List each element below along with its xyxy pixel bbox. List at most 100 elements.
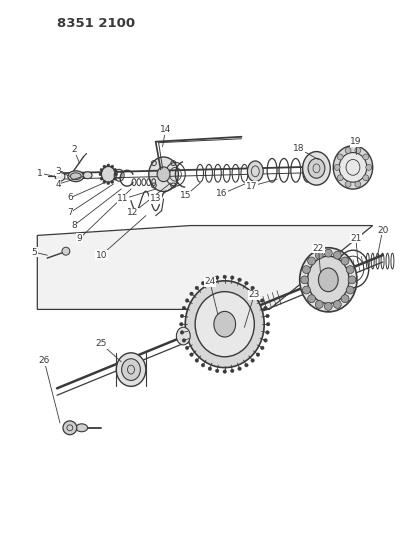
Circle shape: [300, 276, 308, 284]
Circle shape: [107, 164, 110, 167]
Ellipse shape: [338, 152, 366, 182]
Circle shape: [354, 181, 360, 187]
Circle shape: [302, 265, 310, 273]
Circle shape: [113, 177, 116, 180]
Circle shape: [250, 359, 254, 362]
Circle shape: [324, 303, 331, 310]
Circle shape: [265, 330, 269, 334]
Circle shape: [115, 173, 117, 176]
Ellipse shape: [157, 167, 170, 182]
Circle shape: [260, 346, 263, 350]
Circle shape: [195, 286, 198, 290]
Ellipse shape: [68, 171, 83, 182]
Circle shape: [230, 369, 234, 373]
Circle shape: [208, 278, 211, 281]
Circle shape: [340, 295, 348, 303]
Text: 19: 19: [349, 137, 361, 146]
Circle shape: [195, 359, 198, 362]
Circle shape: [201, 281, 204, 285]
Circle shape: [263, 306, 267, 310]
Circle shape: [365, 164, 371, 171]
Circle shape: [344, 148, 350, 154]
Circle shape: [337, 154, 342, 160]
Circle shape: [185, 299, 189, 302]
Text: 12: 12: [127, 208, 138, 217]
Ellipse shape: [116, 353, 146, 386]
Circle shape: [222, 275, 226, 279]
Ellipse shape: [302, 151, 330, 185]
Ellipse shape: [307, 158, 324, 178]
Text: 15: 15: [179, 191, 191, 200]
Circle shape: [110, 181, 113, 183]
Circle shape: [113, 168, 116, 171]
Circle shape: [302, 286, 310, 294]
Text: 14: 14: [160, 125, 171, 134]
Circle shape: [208, 367, 211, 370]
Circle shape: [307, 295, 315, 303]
Circle shape: [256, 292, 259, 295]
Circle shape: [260, 299, 263, 302]
Text: 1: 1: [37, 169, 43, 178]
Ellipse shape: [70, 173, 81, 180]
Circle shape: [315, 251, 322, 259]
Text: 7: 7: [67, 208, 72, 217]
Ellipse shape: [83, 172, 92, 179]
Text: 16: 16: [216, 190, 227, 198]
Circle shape: [333, 251, 340, 259]
Ellipse shape: [213, 311, 235, 337]
Circle shape: [189, 292, 193, 295]
Text: 10: 10: [95, 251, 107, 260]
Ellipse shape: [195, 292, 254, 357]
Ellipse shape: [299, 248, 356, 312]
Circle shape: [55, 171, 65, 181]
Ellipse shape: [307, 256, 348, 303]
Circle shape: [222, 370, 226, 373]
Circle shape: [344, 181, 350, 187]
Circle shape: [315, 301, 322, 309]
Circle shape: [347, 276, 355, 284]
Ellipse shape: [148, 157, 178, 191]
Circle shape: [244, 281, 247, 285]
Text: 17: 17: [245, 182, 256, 191]
Ellipse shape: [121, 359, 140, 381]
Text: 8: 8: [71, 221, 76, 230]
Circle shape: [362, 154, 368, 160]
Circle shape: [100, 177, 103, 180]
Circle shape: [324, 249, 331, 257]
Ellipse shape: [76, 424, 88, 432]
Circle shape: [237, 367, 241, 370]
Circle shape: [250, 286, 254, 290]
Ellipse shape: [333, 146, 372, 189]
Circle shape: [244, 364, 247, 367]
Circle shape: [63, 421, 76, 435]
Circle shape: [237, 278, 241, 281]
Circle shape: [215, 369, 218, 373]
Text: 25: 25: [96, 340, 107, 349]
Ellipse shape: [247, 161, 263, 182]
Text: 22: 22: [312, 244, 323, 253]
Circle shape: [99, 173, 102, 176]
Circle shape: [100, 168, 103, 171]
Text: 3: 3: [55, 167, 61, 176]
Text: 18: 18: [292, 144, 304, 153]
Circle shape: [340, 257, 348, 265]
Circle shape: [180, 330, 183, 334]
Circle shape: [215, 276, 218, 279]
Circle shape: [189, 353, 193, 357]
Circle shape: [266, 322, 269, 326]
Text: 4: 4: [55, 180, 61, 189]
Circle shape: [263, 338, 267, 342]
Ellipse shape: [176, 327, 190, 345]
Circle shape: [179, 322, 183, 326]
Text: 26: 26: [38, 356, 50, 365]
Circle shape: [110, 165, 113, 168]
Circle shape: [345, 286, 353, 294]
Circle shape: [62, 247, 70, 255]
Text: 9: 9: [76, 234, 82, 243]
Circle shape: [103, 165, 106, 168]
Ellipse shape: [185, 281, 263, 368]
Text: 8351 2100: 8351 2100: [57, 17, 135, 30]
Circle shape: [180, 314, 183, 318]
Circle shape: [185, 346, 189, 350]
Polygon shape: [37, 225, 372, 310]
